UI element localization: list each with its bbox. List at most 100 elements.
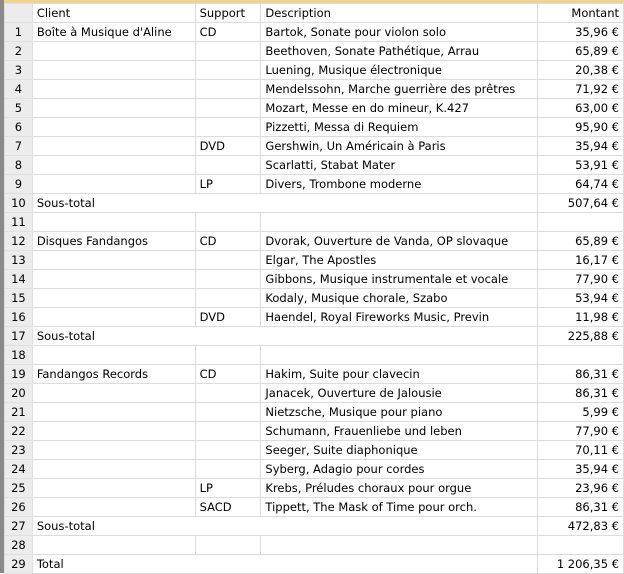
description-cell[interactable]: Seeger, Suite diaphonique	[260, 440, 539, 460]
client-cell[interactable]	[31, 459, 196, 479]
client-cell[interactable]	[31, 440, 196, 460]
support-cell[interactable]	[194, 440, 262, 460]
support-cell[interactable]	[194, 269, 262, 289]
client-cell[interactable]	[31, 497, 196, 517]
support-cell[interactable]	[194, 155, 262, 175]
label-cell[interactable]: Sous-total	[31, 516, 538, 536]
description-cell[interactable]: Luening, Musique électronique	[260, 60, 539, 80]
client-cell[interactable]: Fandangos Records	[31, 364, 196, 384]
support-cell[interactable]	[194, 250, 262, 270]
amount-cell[interactable]: 77,90 €	[537, 269, 624, 289]
row-number[interactable]: 29	[4, 554, 33, 574]
support-cell[interactable]	[194, 98, 262, 118]
amount-cell[interactable]: 35,94 €	[537, 136, 624, 156]
client-cell[interactable]: Disques Fandangos	[31, 231, 196, 251]
description-cell[interactable]: Hakim, Suite pour clavecin	[260, 364, 539, 384]
row-number[interactable]: 22	[4, 421, 33, 441]
support-cell[interactable]	[194, 383, 262, 403]
column-header-description[interactable]: Description	[260, 3, 539, 23]
amount-cell[interactable]: 35,94 €	[537, 459, 624, 479]
client-cell[interactable]	[31, 60, 196, 80]
row-number[interactable]: 9	[4, 174, 33, 194]
description-cell[interactable]: Mozart, Messe en do mineur, K.427	[260, 98, 539, 118]
amount-cell[interactable]: 65,89 €	[537, 231, 624, 251]
description-cell[interactable]: Schumann, Frauenliebe und leben	[260, 421, 539, 441]
description-cell[interactable]: Elgar, The Apostles	[260, 250, 539, 270]
row-number[interactable]: 4	[4, 79, 33, 99]
client-cell[interactable]	[31, 98, 196, 118]
row-number[interactable]: 11	[4, 212, 33, 232]
row-number[interactable]: 3	[4, 60, 33, 80]
description-cell[interactable]: Gershwin, Un Américain à Paris	[260, 136, 539, 156]
description-cell[interactable]: Pizzetti, Messa di Requiem	[260, 117, 539, 137]
support-cell[interactable]: LP	[194, 174, 262, 194]
amount-cell[interactable]: 86,31 €	[537, 364, 624, 384]
amount-cell[interactable]: 65,89 €	[537, 41, 624, 61]
row-number[interactable]: 20	[4, 383, 33, 403]
description-cell[interactable]: Krebs, Préludes choraux pour orgue	[260, 478, 539, 498]
description-cell[interactable]: Janacek, Ouverture de Jalousie	[260, 383, 539, 403]
row-number[interactable]: 19	[4, 364, 33, 384]
amount-cell[interactable]: 35,96 €	[537, 22, 624, 42]
row-number[interactable]: 1	[4, 22, 33, 42]
client-cell[interactable]	[31, 307, 196, 327]
client-cell[interactable]	[31, 345, 196, 365]
description-cell[interactable]	[260, 212, 539, 232]
description-cell[interactable]	[260, 345, 539, 365]
row-number[interactable]: 2	[4, 41, 33, 61]
label-cell[interactable]: Sous-total	[31, 326, 538, 346]
amount-cell[interactable]: 63,00 €	[537, 98, 624, 118]
amount-cell[interactable]: 53,91 €	[537, 155, 624, 175]
row-number[interactable]: 14	[4, 269, 33, 289]
column-header-amount[interactable]: Montant	[537, 3, 624, 23]
client-cell[interactable]	[31, 402, 196, 422]
description-cell[interactable]: Divers, Trombone moderne	[260, 174, 539, 194]
description-cell[interactable]: Nietzsche, Musique pour piano	[260, 402, 539, 422]
description-cell[interactable]: Kodaly, Musique chorale, Szabo	[260, 288, 539, 308]
support-cell[interactable]	[194, 79, 262, 99]
amount-cell[interactable]: 507,64 €	[537, 193, 624, 213]
amount-cell[interactable]: 1 206,35 €	[537, 554, 624, 574]
amount-cell[interactable]: 71,92 €	[537, 79, 624, 99]
amount-cell[interactable]	[537, 212, 624, 232]
description-cell[interactable]: Bartok, Sonate pour violon solo	[260, 22, 539, 42]
client-cell[interactable]	[31, 136, 196, 156]
row-number[interactable]: 23	[4, 440, 33, 460]
support-cell[interactable]: SACD	[194, 497, 262, 517]
client-cell[interactable]	[31, 212, 196, 232]
support-cell[interactable]	[194, 459, 262, 479]
row-number[interactable]: 5	[4, 98, 33, 118]
client-cell[interactable]	[31, 478, 196, 498]
support-cell[interactable]	[194, 212, 262, 232]
row-number[interactable]: 18	[4, 345, 33, 365]
description-cell[interactable]: Scarlatti, Stabat Mater	[260, 155, 539, 175]
amount-cell[interactable]: 86,31 €	[537, 383, 624, 403]
description-cell[interactable]: Dvorak, Ouverture de Vanda, OP slovaque	[260, 231, 539, 251]
amount-cell[interactable]: 225,88 €	[537, 326, 624, 346]
row-number[interactable]: 8	[4, 155, 33, 175]
support-cell[interactable]: CD	[194, 22, 262, 42]
client-cell[interactable]	[31, 155, 196, 175]
amount-cell[interactable]	[537, 345, 624, 365]
column-header-support[interactable]: Support	[194, 3, 262, 23]
support-cell[interactable]	[194, 41, 262, 61]
row-number[interactable]: 7	[4, 136, 33, 156]
row-number[interactable]: 21	[4, 402, 33, 422]
description-cell[interactable]: Mendelssohn, Marche guerrière des prêtre…	[260, 79, 539, 99]
amount-cell[interactable]: 5,99 €	[537, 402, 624, 422]
support-cell[interactable]	[194, 535, 262, 555]
row-number[interactable]: 25	[4, 478, 33, 498]
amount-cell[interactable]: 53,94 €	[537, 288, 624, 308]
amount-cell[interactable]: 86,31 €	[537, 497, 624, 517]
amount-cell[interactable]: 11,98 €	[537, 307, 624, 327]
description-cell[interactable]	[260, 535, 539, 555]
client-cell[interactable]	[31, 421, 196, 441]
client-cell[interactable]	[31, 79, 196, 99]
support-cell[interactable]	[194, 60, 262, 80]
amount-cell[interactable]: 472,83 €	[537, 516, 624, 536]
row-number[interactable]: 17	[4, 326, 33, 346]
description-cell[interactable]: Gibbons, Musique instrumentale et vocale	[260, 269, 539, 289]
client-cell[interactable]: Boîte à Musique d'Aline	[31, 22, 196, 42]
description-cell[interactable]: Haendel, Royal Fireworks Music, Previn	[260, 307, 539, 327]
row-number[interactable]: 16	[4, 307, 33, 327]
